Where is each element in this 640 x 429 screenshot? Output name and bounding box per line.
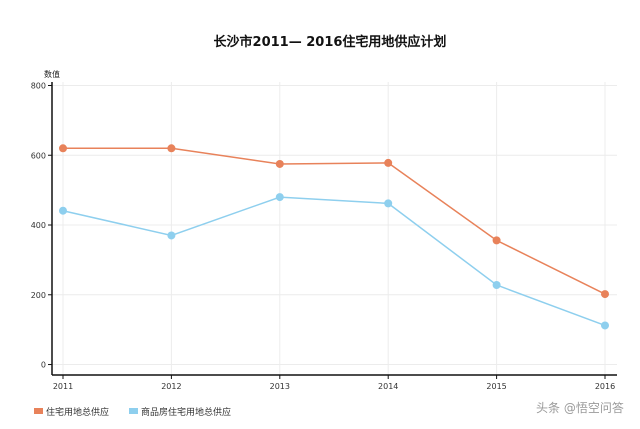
legend-label: 商品房住宅用地总供应: [141, 406, 231, 418]
y-tick-label: 0: [41, 361, 46, 370]
x-tick-label: 2015: [486, 382, 506, 391]
x-axis-ticks: 2011 2012 2013 2014 2015 2016: [53, 375, 615, 391]
watermark-text: 头条 @悟空问答: [536, 400, 624, 415]
data-point: [275, 193, 284, 202]
data-point: [492, 281, 501, 290]
data-point: [275, 159, 284, 168]
series-line: [62, 196, 606, 327]
plot-area: [52, 82, 617, 375]
chart-title: 长沙市2011— 2016住宅用地供应计划: [213, 35, 447, 50]
legend-item-1: 住宅用地总供应: [34, 406, 109, 418]
y-tick-label: 200: [31, 291, 46, 300]
data-point: [601, 321, 609, 330]
data-point: [167, 231, 176, 240]
x-tick-label: 2013: [270, 382, 290, 391]
data-point: [59, 206, 67, 215]
series-1: [59, 144, 609, 299]
data-point: [601, 290, 609, 299]
legend-label: 住宅用地总供应: [46, 406, 109, 418]
y-tick-label: 600: [31, 151, 46, 160]
series-group: [59, 144, 609, 330]
data-point: [492, 236, 501, 245]
legend: 住宅用地总供应 商品房住宅用地总供应: [34, 406, 231, 418]
x-tick-label: 2014: [378, 382, 398, 391]
x-tick-label: 2011: [53, 382, 73, 391]
y-tick-label: 400: [31, 221, 46, 230]
series-2: [59, 193, 609, 330]
data-point: [384, 158, 393, 167]
y-axis-ticks: 0 200 400 600 800: [31, 81, 52, 370]
x-tick-label: 2012: [161, 382, 181, 391]
legend-item-2: 商品房住宅用地总供应: [129, 406, 231, 418]
series-line: [63, 147, 606, 295]
legend-swatch: [34, 408, 43, 414]
data-point: [384, 199, 393, 208]
y-tick-label: 800: [31, 81, 46, 90]
legend-swatch: [129, 408, 138, 414]
y-axis-label: 数值: [44, 69, 60, 79]
data-point: [167, 144, 176, 153]
x-tick-label: 2016: [595, 382, 615, 391]
data-point: [59, 144, 67, 153]
